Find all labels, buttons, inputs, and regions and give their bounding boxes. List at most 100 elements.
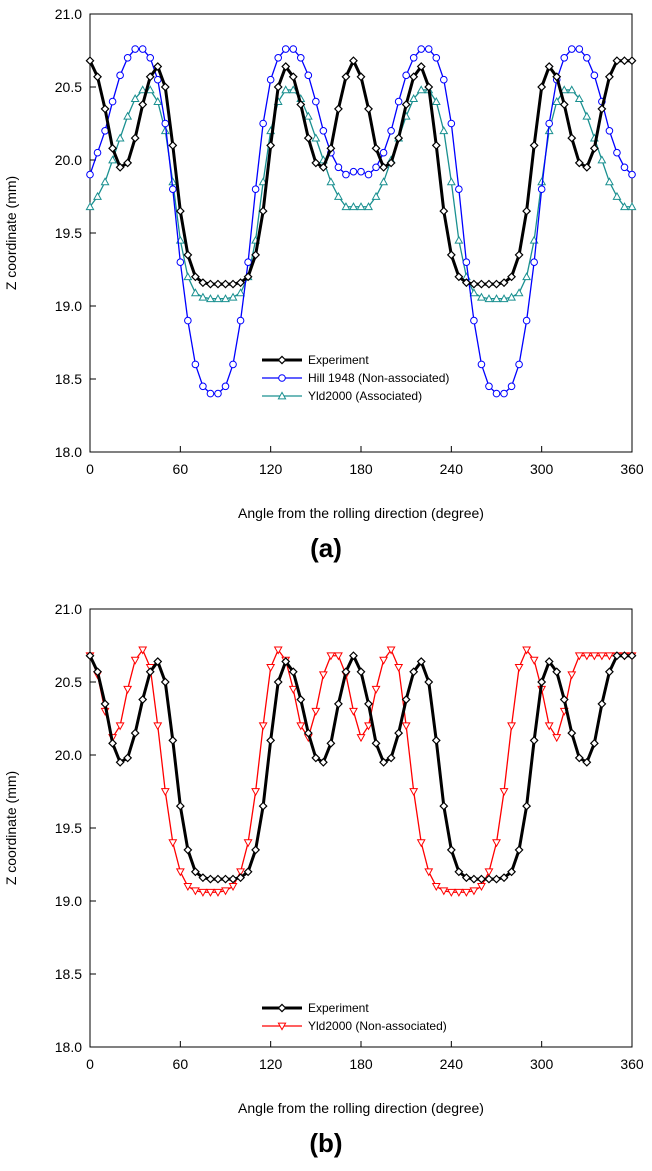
data-point [620,651,629,661]
data-point [145,667,155,677]
data-point [454,272,464,282]
data-point [439,126,449,135]
data-point [461,873,471,883]
data-point [417,45,426,53]
data-point [326,143,336,153]
data-point [333,104,343,114]
data-point [138,646,148,655]
data-point [574,94,584,103]
data-point [184,316,192,325]
data-point [409,94,419,103]
data-point [85,202,95,211]
y-tick-label: 18.5 [55,371,82,387]
data-point [567,133,577,143]
data-point [439,206,449,216]
data-point [485,382,493,391]
data-point [93,148,102,157]
data-point [589,738,599,748]
data-point [266,664,276,673]
data-point [198,292,208,301]
data-point [349,202,358,211]
data-point [522,801,532,811]
data-point [175,868,185,877]
data-point [529,735,539,745]
data-point [574,158,584,168]
data-point [146,54,155,62]
data-point [236,316,245,325]
data-point [492,839,501,848]
data-point [364,202,373,211]
data-point [431,883,441,892]
data-point [304,71,313,80]
data-point [470,316,478,325]
data-point [236,278,246,288]
data-point [537,82,547,92]
chart-panel-a: 0 60 120 180 240 300 360 18.0 18.5 19.0 19.5 20.0 20… [3,6,644,521]
data-point [589,143,599,153]
data-point [476,292,486,301]
data-point [318,757,328,767]
series-experiment [85,651,637,884]
data-point [372,163,380,172]
data-point [326,177,336,186]
data-point [153,96,163,105]
data-point [477,360,486,369]
data-point [394,664,404,673]
data-point [93,191,102,200]
data-point [199,382,207,391]
data-point [312,97,320,106]
data-point [130,656,140,665]
data-point [183,845,193,855]
data-point [168,140,178,150]
data-point [333,699,343,709]
legend-label: Experiment [308,353,369,367]
data-point [461,278,471,288]
x-tick-label: 300 [530,1056,554,1072]
x-tick-label: 360 [620,1056,644,1072]
data-point [409,788,419,797]
data-point [552,734,562,743]
data-point [138,695,148,704]
data-point [145,85,155,94]
data-point [446,888,456,897]
data-point [281,62,291,72]
data-point [130,133,140,143]
data-point [431,140,441,150]
data-point [251,250,261,260]
data-point [228,883,238,892]
legend-label: Experiment [308,1001,369,1015]
data-point [612,191,622,200]
data-point [507,867,517,877]
data-point [357,167,365,176]
data-point [318,671,328,680]
y-tick-label: 20.5 [55,674,82,690]
data-point [273,82,283,92]
data-point [228,279,238,289]
data-point [168,735,178,745]
data-point [364,170,373,179]
data-point [288,667,298,677]
data-point [612,651,622,661]
data-point [153,62,163,72]
data-point [394,728,404,738]
legend: Experiment Hill 1948 (Non-associated) Yld2… [262,353,449,403]
y-tick-label: 20.5 [55,79,82,95]
data-point [205,874,215,884]
data-point [190,867,200,877]
data-point [236,873,246,883]
data-point [567,671,577,680]
data-point [582,652,592,661]
data-point [214,389,222,398]
data-point [145,72,155,82]
data-point [303,133,313,143]
x-tick-label: 180 [349,1056,373,1072]
data-point [221,279,230,289]
series-line [88,652,632,881]
data-point [409,667,419,677]
legend-swatch-marker [277,355,287,365]
data-point [514,250,524,260]
data-point [289,45,298,53]
data-point [386,158,396,168]
data-point [243,272,253,282]
data-point [371,191,381,200]
